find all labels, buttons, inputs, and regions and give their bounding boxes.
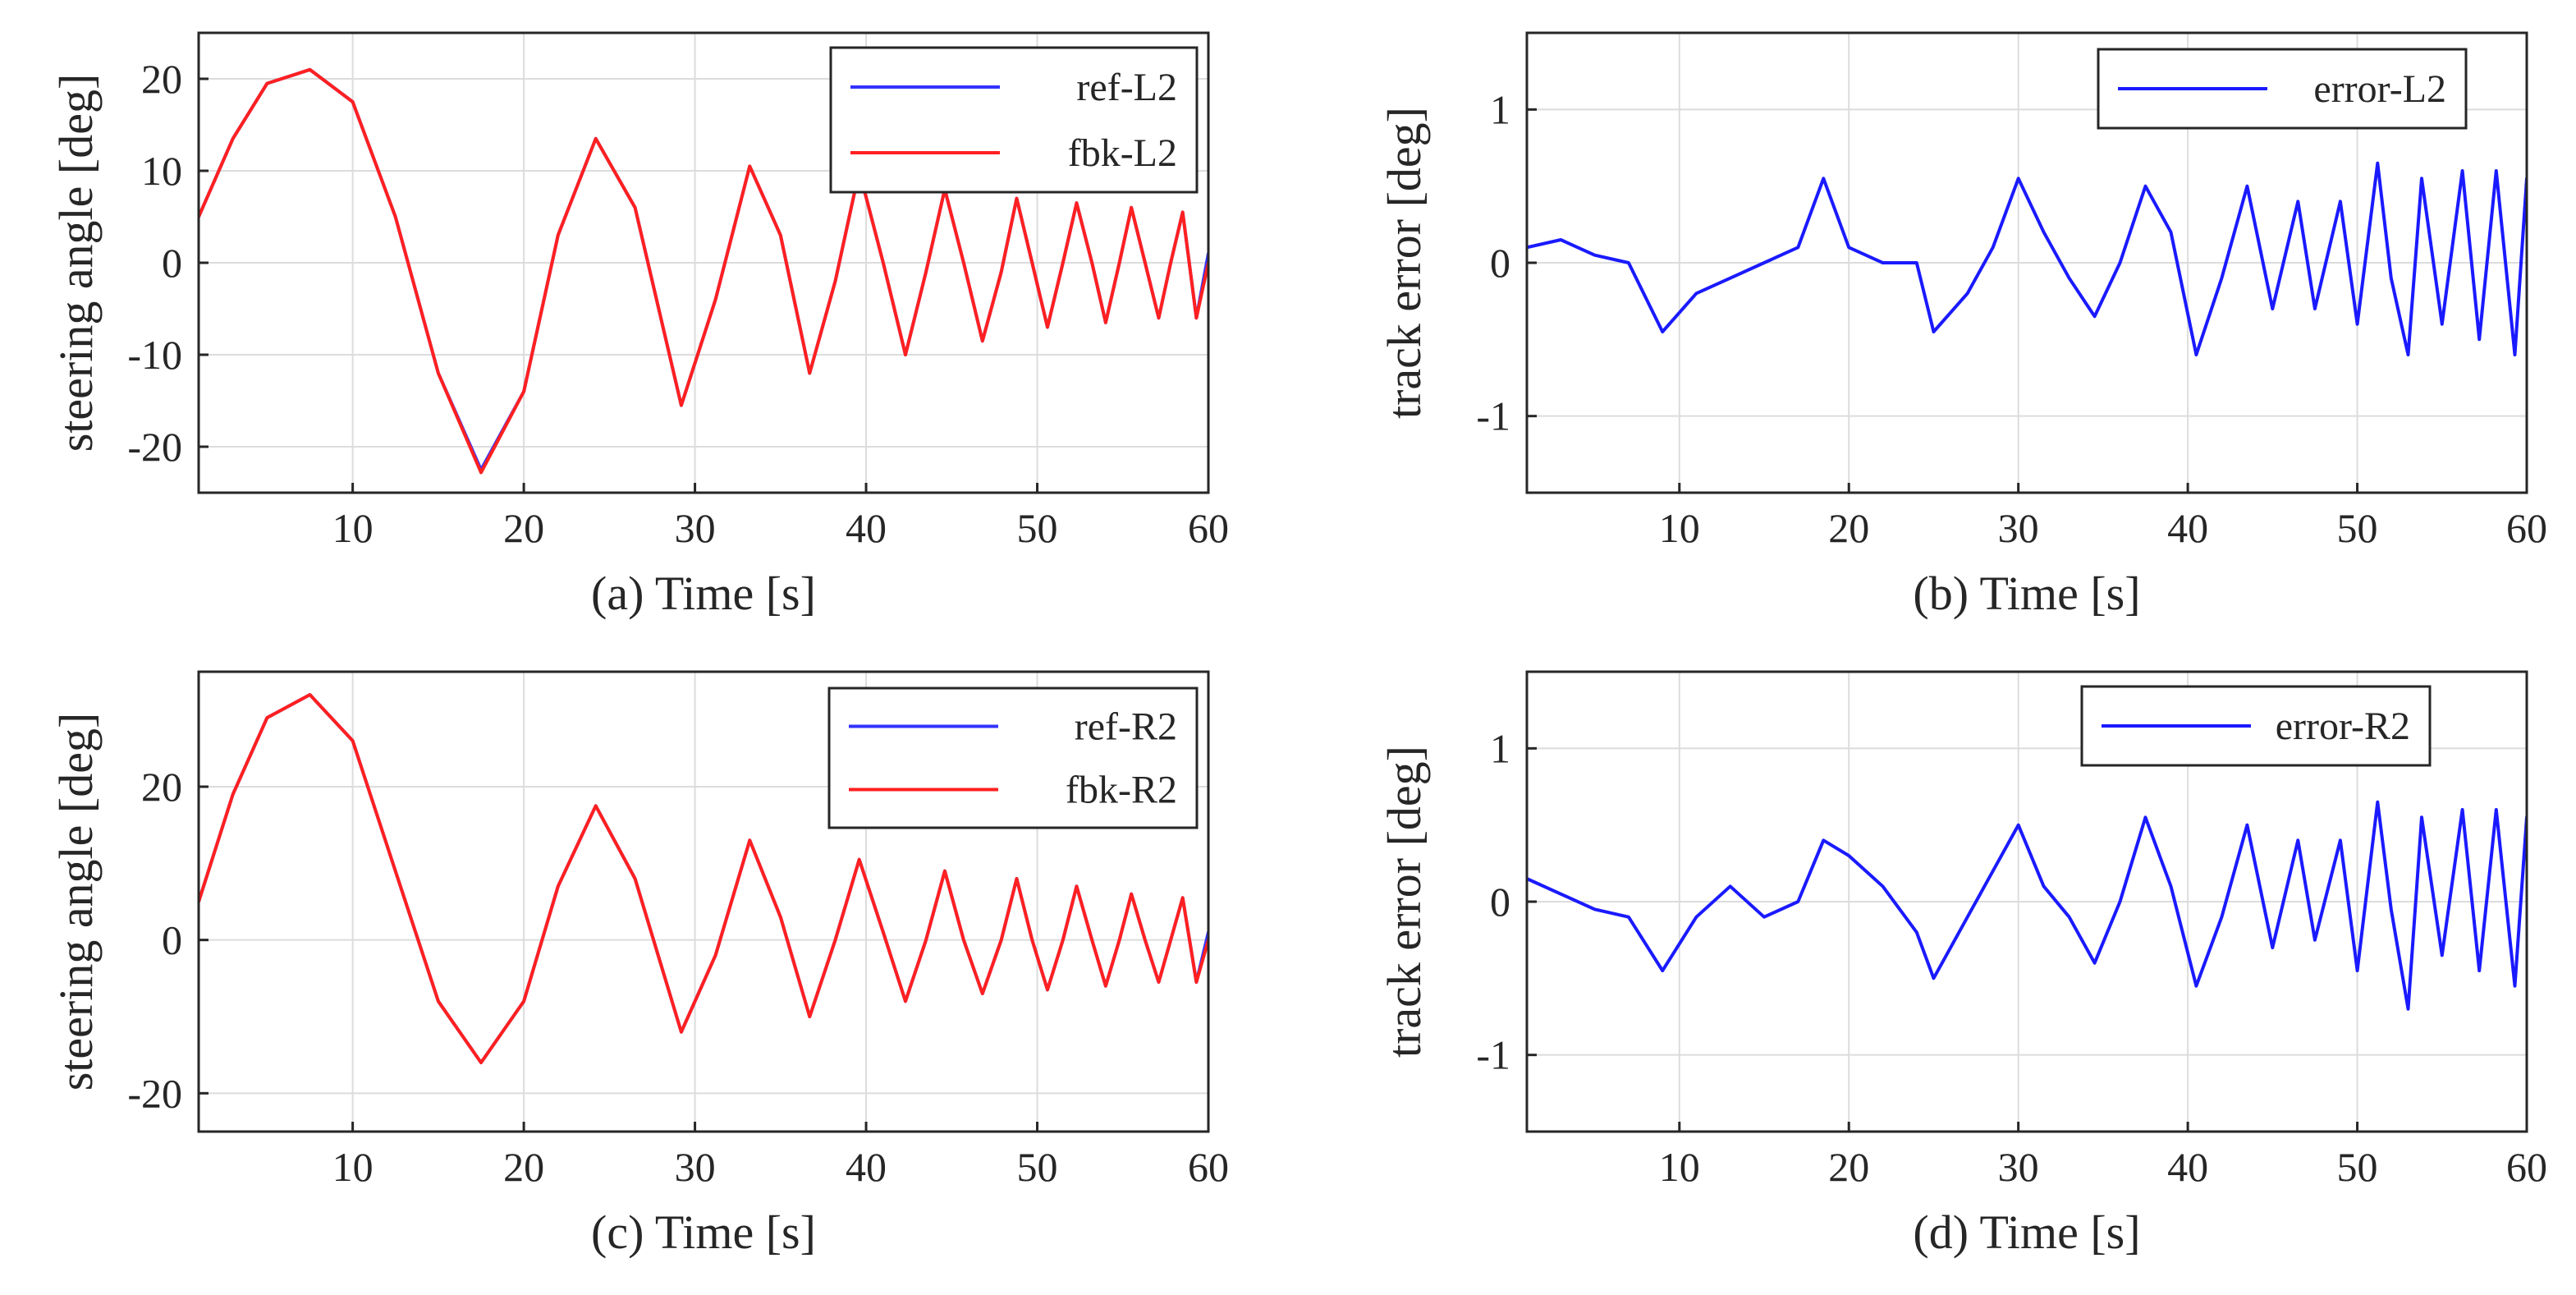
legend-label: ref-L2 xyxy=(1076,66,1177,109)
series-line-error-R2 xyxy=(1527,800,2527,1011)
y-tick-label: 0 xyxy=(162,240,182,286)
x-tick-label: 50 xyxy=(1017,1144,1058,1190)
chart-panel-c: 10 20 30 40 50 60 -20 0 20 (c) Time [s] steering a… xyxy=(49,670,1229,1259)
x-axis-title: (a) Time [s] xyxy=(591,567,816,620)
legend-box xyxy=(829,46,1199,194)
y-tick-label: 10 xyxy=(141,148,182,194)
x-tick-label: 60 xyxy=(2506,1144,2547,1190)
y-tick-label: 1 xyxy=(1490,725,1510,771)
y-tick-label: 1 xyxy=(1490,86,1510,132)
x-tick-label: 10 xyxy=(1659,505,1700,551)
x-tick-label: 40 xyxy=(846,505,887,551)
x-tick-label: 40 xyxy=(846,1144,887,1190)
legend-box xyxy=(827,687,1199,829)
y-tick-label: -1 xyxy=(1476,393,1510,439)
x-tick-label: 20 xyxy=(503,1144,544,1190)
y-tick-label: -20 xyxy=(127,424,182,470)
x-tick-label: 60 xyxy=(2506,505,2547,551)
y-tick-label: -1 xyxy=(1476,1032,1510,1078)
x-tick-label: 30 xyxy=(675,505,716,551)
legend: ref-L2 fbk-L2 xyxy=(829,46,1199,194)
x-tick-label: 10 xyxy=(332,1144,374,1190)
chart-panel-a: 10 20 30 40 50 60 -20 -10 0 10 20 (a) Time [s] steer… xyxy=(49,31,1229,620)
y-tick-label: -20 xyxy=(127,1070,182,1116)
series-line-fbk-R2 xyxy=(199,693,1208,1064)
y-tick-label: 0 xyxy=(1490,879,1510,925)
x-tick-label: 60 xyxy=(1188,505,1229,551)
series-line-fbk-L2 xyxy=(199,67,1208,475)
x-tick-label: 20 xyxy=(503,505,544,551)
x-tick-label: 20 xyxy=(1828,1144,1869,1190)
x-tick-label: 10 xyxy=(1659,1144,1700,1190)
y-axis-title: track error [deg] xyxy=(1377,746,1431,1058)
x-tick-label: 50 xyxy=(1017,505,1058,551)
x-tick-label: 50 xyxy=(2337,505,2378,551)
legend: error-L2 xyxy=(2097,48,2468,130)
x-axis-title: (b) Time [s] xyxy=(1913,567,2140,620)
series-line-error-L2 xyxy=(1527,161,2527,356)
chart-panel-d: 10 20 30 40 50 60 -1 0 1 (d) Time [s] track error … xyxy=(1377,670,2547,1259)
y-axis-title: track error [deg] xyxy=(1377,107,1431,419)
legend-label: error-R2 xyxy=(2276,705,2410,748)
legend-label: fbk-R2 xyxy=(1066,769,1177,812)
x-axis-title: (c) Time [s] xyxy=(591,1205,816,1259)
x-tick-label: 30 xyxy=(1998,1144,2039,1190)
x-tick-label: 30 xyxy=(675,1144,716,1190)
y-tick-label: 20 xyxy=(141,56,182,102)
axes-frame xyxy=(197,670,1210,1133)
x-tick-label: 40 xyxy=(2167,1144,2208,1190)
y-axis-title: steering angle [deg] xyxy=(49,74,103,452)
legend-label: ref-R2 xyxy=(1075,705,1177,749)
x-tick-label: 20 xyxy=(1828,505,1869,551)
y-tick-label: -10 xyxy=(127,332,182,378)
x-axis-title: (d) Time [s] xyxy=(1913,1205,2140,1259)
legend-label: error-L2 xyxy=(2313,67,2446,111)
y-axis-title: steering angle [deg] xyxy=(49,713,103,1091)
y-tick-label: 0 xyxy=(1490,240,1510,286)
y-tick-label: 20 xyxy=(141,764,182,810)
chart-panel-b: 10 20 30 40 50 60 -1 0 1 (b) Time [s] track error … xyxy=(1377,31,2547,620)
x-tick-label: 30 xyxy=(1998,505,2039,551)
x-tick-label: 10 xyxy=(332,505,374,551)
x-tick-label: 40 xyxy=(2167,505,2208,551)
y-tick-label: 0 xyxy=(162,917,182,963)
legend-label: fbk-L2 xyxy=(1068,131,1177,175)
x-tick-label: 60 xyxy=(1188,1144,1229,1190)
x-tick-label: 50 xyxy=(2337,1144,2378,1190)
legend: error-R2 xyxy=(2080,685,2432,767)
legend: ref-R2 fbk-R2 xyxy=(827,687,1199,829)
